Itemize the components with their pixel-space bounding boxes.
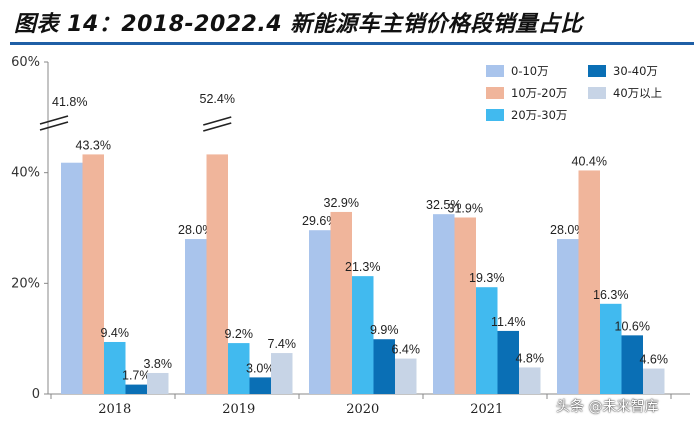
data-label: 28.0% [178,223,213,237]
legend-swatch [486,109,504,121]
data-label: 19.3% [469,271,504,285]
break-stroke [203,122,232,132]
bar-40万以上-2021 [519,367,541,394]
data-label: 10.6% [615,319,650,333]
bar-10万-20万-2021 [454,217,476,394]
bar-30-40万-2021 [497,330,519,394]
axis-break-2019 [203,116,232,132]
bar-40万以上-2019 [271,353,293,394]
data-label: 4.8% [516,351,545,365]
bar-30-40万-2020 [373,339,395,394]
y-tick-label: 40% [11,166,40,181]
bar-40万以上-2018 [147,372,169,394]
data-label: 3.8% [144,357,173,371]
y-tick-label: 60% [11,55,40,70]
break-stroke [39,115,69,125]
bar-20万-30万-2019 [228,343,250,394]
bar-20万-30万-2018 [104,341,126,394]
bar-0-10万-2020 [309,230,331,394]
y-tick-label: 0 [32,387,40,402]
bar-30-40万-2018 [125,384,147,394]
bar-40万以上-2020 [395,358,417,394]
data-label: 32.5% [426,198,461,212]
break-stroke [203,116,232,126]
x-category-label: 2021 [470,402,503,417]
data-label: 11.4% [491,315,526,329]
data-label: 7.4% [268,337,297,351]
bar-10万-20万-2018 [82,154,104,394]
x-category-label: 2018 [98,402,131,417]
chart-title: 图表 14：2018-2022.4 新能源车主销价格段销量占比 [14,12,583,37]
legend-swatch [588,87,606,99]
bar-40万以上-2022.4 [643,368,665,394]
legend-swatch [486,65,504,77]
legend-swatch [486,87,504,99]
data-label: 9.2% [225,327,254,341]
bar-20万-30万-2020 [352,276,374,394]
title-bar: 图表 14：2018-2022.4 新能源车主销价格段销量占比 [0,0,700,45]
data-label: 6.4% [392,343,421,357]
title-underline [10,42,694,45]
data-label: 4.6% [640,353,669,367]
y-tick-label: 20% [11,276,40,291]
x-category-label: 2020 [346,402,379,417]
bar-10万-20万-2019 [206,154,228,394]
bar-10万-20万-2022.4 [578,170,600,394]
data-label: 9.4% [101,326,130,340]
data-label: 1.7% [122,369,151,383]
bar-0-10万-2022.4 [557,239,579,394]
data-label: 16.3% [593,288,628,302]
data-label: 31.9% [448,201,483,215]
bar-20万-30万-2021 [476,287,498,394]
bar-0-10万-2018 [61,162,83,394]
bar-0-10万-2019 [185,239,207,394]
data-label: 29.6% [302,214,337,228]
legend-label: 20万-30万 [511,108,567,122]
data-label: 41.8% [52,95,87,109]
data-label: 3.0% [246,361,275,375]
axis-break-2018 [39,115,69,131]
data-label: 28.0% [550,223,585,237]
data-label: 21.3% [345,260,380,274]
bar-30-40万-2019 [249,377,271,394]
watermark: 头条 @未来智库 [556,399,659,415]
legend-label: 10万-20万 [511,86,567,100]
data-label: 32.9% [324,196,359,210]
legend-label: 40万以上 [613,86,662,100]
legend-label: 0-10万 [511,64,549,78]
x-category-label: 2019 [222,402,255,417]
data-label: 52.4% [200,92,235,106]
bar-30-40万-2022.4 [621,335,643,394]
legend-swatch [588,65,606,77]
bar-10万-20万-2020 [330,211,352,394]
data-label: 9.9% [370,323,399,337]
data-label: 40.4% [572,154,607,168]
bar-0-10万-2021 [433,214,455,394]
bar-20万-30万-2022.4 [600,303,622,394]
data-label: 43.3% [76,138,111,152]
break-stroke [39,121,69,131]
legend-label: 30-40万 [613,64,658,78]
